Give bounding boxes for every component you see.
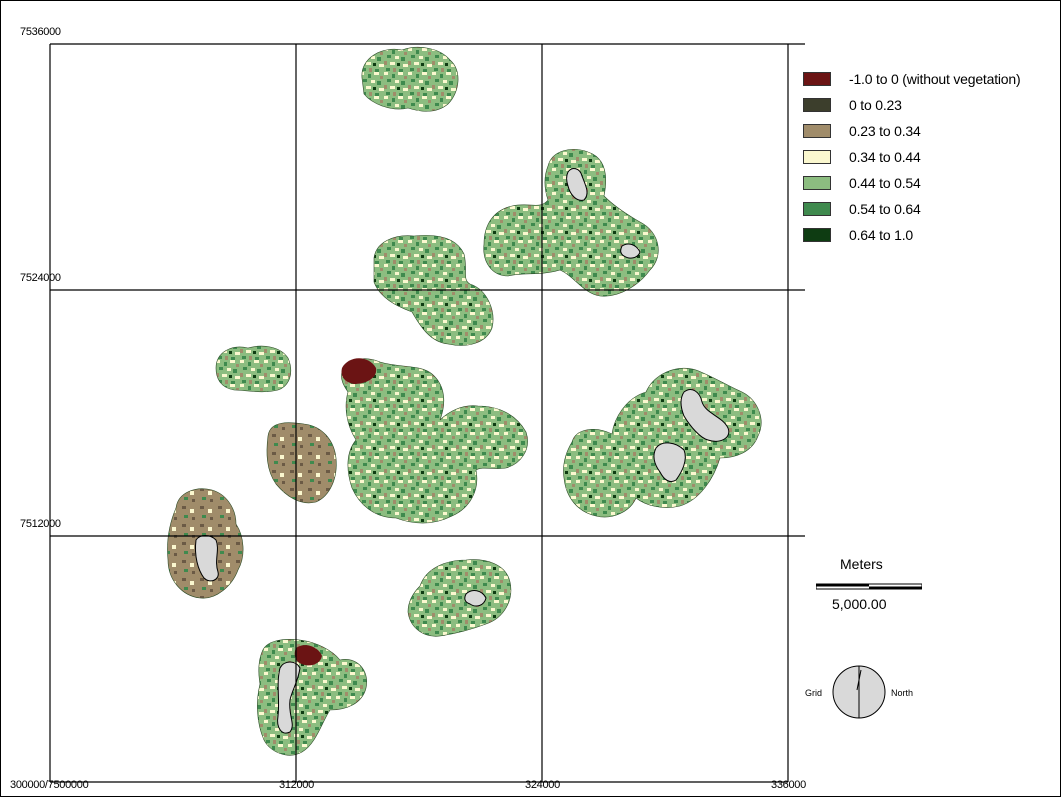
patch [407, 559, 512, 637]
legend-swatch [803, 72, 831, 86]
legend-label: 0.44 to 0.54 [849, 175, 921, 191]
no-data-polygon [464, 590, 487, 607]
y-tick-label: 7512000 [20, 518, 61, 530]
x-tick-label: 324000 [525, 779, 560, 791]
x-tick-label: 336000 [771, 779, 806, 791]
legend-label: 0.64 to 1.0 [849, 227, 913, 243]
legend-swatch [803, 202, 831, 216]
patch [294, 645, 322, 666]
legend-swatch [803, 150, 831, 164]
no-data-polygon [277, 661, 301, 734]
vegetation-patches [167, 47, 762, 756]
patch [361, 47, 459, 112]
north-arrow-left-label: Grid [805, 688, 823, 698]
scale-bar-value: 5,000.00 [832, 596, 887, 612]
x-tick-label: 312000 [279, 779, 314, 791]
legend-label: 0.23 to 0.34 [849, 123, 921, 139]
legend-label: 0 to 0.23 [849, 97, 902, 113]
legend-swatch [803, 98, 831, 112]
patch [563, 367, 762, 518]
legend-label: 0.54 to 0.64 [849, 201, 921, 217]
legend-swatch [803, 228, 831, 242]
y-tick-label: 7524000 [20, 272, 61, 284]
no-data-polygon [680, 389, 730, 442]
legend-label: -1.0 to 0 (without vegetation) [849, 71, 1021, 87]
patch [483, 149, 659, 297]
scale-bar-title: Meters [840, 556, 883, 572]
y-tick-label: 7536000 [20, 26, 61, 38]
no-data-polygon [653, 442, 686, 483]
compass-icon [832, 665, 886, 719]
legend-swatch [803, 176, 831, 190]
no-data-polygon [620, 243, 641, 259]
north-arrow-right-label: North [891, 688, 914, 698]
no-data-areas [195, 168, 730, 734]
patch [341, 358, 528, 524]
scale-bar-graphic [816, 583, 922, 590]
patch [215, 345, 291, 393]
grid-lines [49, 43, 805, 783]
x-tick-label: 300000/7500000 [10, 779, 89, 791]
legend-swatch [803, 124, 831, 138]
patch [341, 358, 377, 384]
patch [266, 422, 337, 504]
no-data-polygon [566, 168, 588, 201]
legend-label: 0.34 to 0.44 [849, 149, 921, 165]
